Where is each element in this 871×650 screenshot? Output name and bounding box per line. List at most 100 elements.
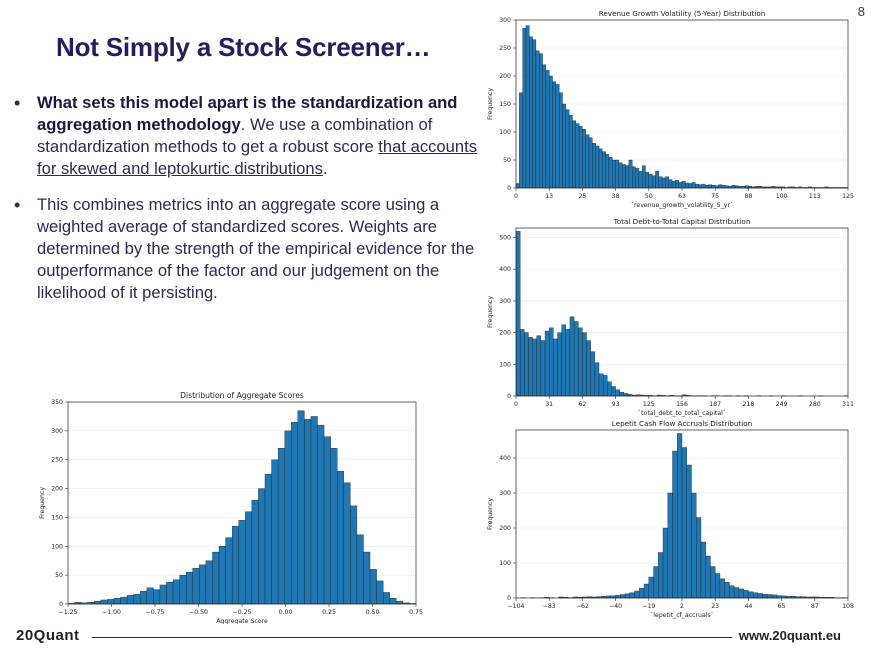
histogram-bar: [738, 588, 744, 599]
histogram-bar: [625, 165, 630, 189]
y-tick-label: 250: [51, 457, 63, 464]
histogram-bar: [605, 154, 610, 189]
y-tick-label: 200: [499, 330, 511, 337]
y-tick-label: 400: [499, 455, 511, 462]
x-tick-label: 0.75: [409, 609, 423, 616]
histogram-bar: [107, 599, 115, 605]
x-tick-label: 218: [742, 401, 754, 408]
histogram-bar: [363, 551, 371, 605]
histogram-bar: [100, 599, 108, 605]
histogram-bar: [658, 176, 663, 189]
x-tick-label: 87: [811, 603, 819, 610]
cash-flow-accruals-chart: Lepetit Cash Flow Accruals Distribution 0…: [482, 416, 857, 624]
y-tick-label: 0: [507, 393, 511, 400]
histogram-bar: [619, 392, 625, 397]
histogram-bar: [668, 179, 673, 189]
histogram-bar: [297, 410, 305, 605]
x-tick-label: 13: [545, 193, 553, 200]
histogram-bar: [615, 595, 621, 599]
x-tick-label: −40: [609, 603, 622, 610]
histogram-bar: [153, 589, 161, 605]
histogram-bar: [525, 25, 530, 189]
histogram-bar: [535, 50, 540, 189]
histogram-bar: [166, 581, 174, 605]
histogram-bar: [515, 230, 521, 397]
histogram-bar: [212, 551, 220, 605]
histogram-bar: [685, 182, 689, 189]
histogram-bar: [612, 159, 616, 189]
histogram-bar: [671, 181, 676, 189]
x-tick-label: 50: [645, 193, 653, 200]
histogram-bar: [602, 151, 606, 189]
histogram-bar: [715, 573, 721, 599]
histogram-bar: [317, 424, 325, 605]
histogram-bar: [522, 28, 527, 189]
histogram-bar: [238, 520, 246, 605]
histogram-bar: [542, 64, 547, 189]
histogram-bar: [629, 592, 635, 599]
histogram-bar: [284, 430, 292, 605]
histogram-bar: [686, 464, 692, 599]
x-tick-label: 249: [776, 401, 788, 408]
histogram-bar: [711, 185, 716, 189]
histogram-bar: [595, 145, 600, 189]
x-tick-label: 31: [545, 401, 553, 408]
histogram-bar: [532, 338, 537, 397]
y-tick-label: 0: [507, 185, 511, 192]
histogram-bar: [561, 324, 566, 397]
histogram-bar: [264, 473, 272, 605]
x-tick-label: −1.00: [102, 609, 121, 616]
histogram-bar: [618, 162, 623, 189]
x-tick-label: 187: [709, 401, 721, 408]
y-tick-label: 0: [507, 595, 511, 602]
histogram-bar: [662, 527, 668, 599]
histogram-bar: [528, 337, 533, 397]
histogram-bar: [641, 165, 646, 189]
slide-title: Not Simply a Stock Screener…: [56, 32, 431, 62]
bullet-aggregation-text: This combines metrics into an aggregate …: [37, 195, 475, 302]
histogram-bar: [681, 447, 687, 599]
histogram-bar: [767, 594, 773, 599]
histogram-bar: [186, 572, 193, 605]
footer-url-link[interactable]: www.20quant.eu: [738, 628, 841, 643]
histogram-bar: [757, 593, 763, 599]
histogram-bar: [590, 351, 596, 397]
y-axis-label: Frequency: [487, 296, 494, 328]
histogram-bar: [602, 375, 608, 397]
histogram-bar: [696, 517, 702, 599]
histogram-bar: [598, 373, 604, 397]
x-tick-label: 125: [842, 193, 854, 200]
histogram-bar: [389, 598, 397, 605]
histogram-bar: [665, 176, 669, 189]
x-tick-label: −1.25: [59, 609, 78, 616]
histogram-bar: [615, 159, 620, 189]
y-tick-label: 300: [51, 428, 63, 435]
bullet-list: What sets this model apart is the standa…: [14, 92, 480, 318]
histogram-bar: [172, 579, 180, 605]
bullet-methodology-link[interactable]: that accounts for skewed and leptokurtic…: [37, 137, 478, 178]
x-tick-label: 65: [778, 603, 786, 610]
revenue-growth-volatility-chart: Revenue Growth Volatility (5-Year) Distr…: [482, 6, 857, 212]
y-tick-label: 100: [499, 129, 511, 136]
histogram-bar: [575, 123, 580, 189]
histogram-bar: [258, 488, 266, 605]
histogram-bar: [598, 148, 603, 189]
debt-to-capital-chart: Total Debt-to-Total Capital Distribution…: [482, 214, 857, 420]
histogram-bar: [549, 75, 553, 189]
footer-divider: [92, 637, 732, 638]
histogram-bar: [120, 596, 128, 605]
histogram-bar: [540, 340, 546, 397]
histogram-bar: [645, 172, 649, 189]
histogram-bar: [721, 185, 726, 189]
histogram-bar: [539, 53, 543, 189]
histogram-bar: [330, 447, 338, 605]
histogram-bar: [729, 585, 735, 599]
histogram-bar: [615, 389, 620, 397]
histogram-bar: [639, 588, 645, 599]
x-tick-label: 0.00: [279, 609, 293, 616]
y-axis-label: Frequency: [487, 498, 494, 530]
histogram-bar: [205, 560, 213, 605]
x-tick-label: 156: [676, 401, 688, 408]
aggregate-chart-svg: Distribution of Aggregate Scores 0 50 100 15…: [39, 391, 423, 624]
x-axis-label: `total_debt_to_total_capital`: [638, 409, 726, 417]
